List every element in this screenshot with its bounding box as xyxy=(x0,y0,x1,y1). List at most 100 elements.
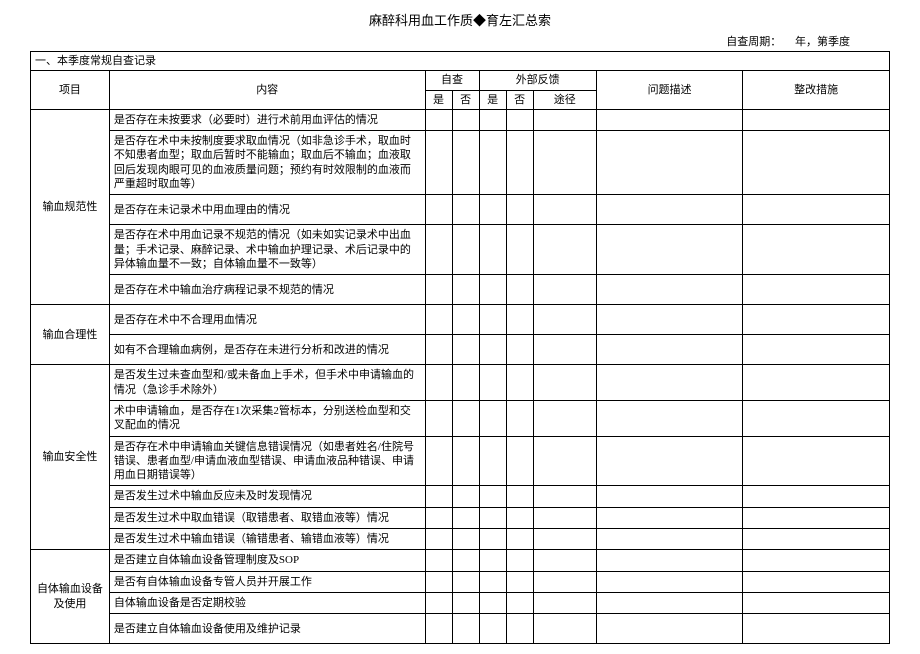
empty-cell xyxy=(533,195,596,225)
empty-cell xyxy=(425,507,452,528)
empty-cell xyxy=(479,529,506,550)
empty-cell xyxy=(452,571,479,592)
empty-cell xyxy=(743,275,890,305)
content-cell: 术中申请输血，是否存在1次采集2管标本，分别送检血型和交叉配血的情况 xyxy=(109,400,425,436)
empty-cell xyxy=(533,365,596,401)
empty-cell xyxy=(743,365,890,401)
empty-cell xyxy=(596,225,743,275)
main-table: 一、本季度常规自查记录 项目 内容 自查 外部反馈 问题描述 整改措施 是 否 … xyxy=(30,51,890,644)
empty-cell xyxy=(743,225,890,275)
empty-cell xyxy=(452,275,479,305)
header-content: 内容 xyxy=(109,71,425,110)
empty-cell xyxy=(479,486,506,507)
table-row: 输血安全性是否发生过未查血型和/或未备血上手术，但手术中申请输血的情况（急诊手术… xyxy=(31,365,890,401)
header-action: 整改措施 xyxy=(743,71,890,110)
empty-cell xyxy=(425,571,452,592)
empty-cell xyxy=(452,225,479,275)
empty-cell xyxy=(452,400,479,436)
empty-cell xyxy=(743,195,890,225)
empty-cell xyxy=(452,550,479,571)
table-row: 输血合理性是否存在术中不合理用血情况 xyxy=(31,305,890,335)
empty-cell xyxy=(743,550,890,571)
empty-cell xyxy=(743,529,890,550)
empty-cell xyxy=(425,614,452,644)
empty-cell xyxy=(743,400,890,436)
project-cell: 输血合理性 xyxy=(31,305,110,365)
empty-cell xyxy=(506,486,533,507)
empty-cell xyxy=(596,486,743,507)
empty-cell xyxy=(479,592,506,613)
empty-cell xyxy=(533,486,596,507)
empty-cell xyxy=(596,109,743,130)
content-cell: 是否建立自体输血设备使用及维护记录 xyxy=(109,614,425,644)
header-ext-yes: 是 xyxy=(479,90,506,109)
table-row: 自体输血设备是否定期校验 xyxy=(31,592,890,613)
content-cell: 是否建立自体输血设备管理制度及SOP xyxy=(109,550,425,571)
empty-cell xyxy=(425,335,452,365)
empty-cell xyxy=(425,225,452,275)
page-title: 麻醉科用血工作质◆育左汇总索 xyxy=(30,10,890,29)
empty-cell xyxy=(506,592,533,613)
empty-cell xyxy=(479,109,506,130)
project-cell: 自体输血设备及使用 xyxy=(31,550,110,644)
empty-cell xyxy=(506,614,533,644)
empty-cell xyxy=(743,571,890,592)
header-route: 途径 xyxy=(533,90,596,109)
header-project: 项目 xyxy=(31,71,110,110)
empty-cell xyxy=(452,335,479,365)
table-row: 自体输血设备及使用是否建立自体输血设备管理制度及SOP xyxy=(31,550,890,571)
empty-cell xyxy=(452,195,479,225)
empty-cell xyxy=(425,131,452,195)
empty-cell xyxy=(425,275,452,305)
header-ext-no: 否 xyxy=(506,90,533,109)
empty-cell xyxy=(596,614,743,644)
header-self-yes: 是 xyxy=(425,90,452,109)
empty-cell xyxy=(533,131,596,195)
content-cell: 是否存在术中不合理用血情况 xyxy=(109,305,425,335)
empty-cell xyxy=(452,109,479,130)
empty-cell xyxy=(452,486,479,507)
table-row: 是否存在术中输血治疗病程记录不规范的情况 xyxy=(31,275,890,305)
empty-cell xyxy=(506,275,533,305)
header-external: 外部反馈 xyxy=(479,71,596,90)
empty-cell xyxy=(533,275,596,305)
empty-cell xyxy=(479,335,506,365)
table-row: 是否发生过术中输血错误（输错患者、输错血液等）情况 xyxy=(31,529,890,550)
empty-cell xyxy=(506,400,533,436)
empty-cell xyxy=(596,335,743,365)
empty-cell xyxy=(596,275,743,305)
empty-cell xyxy=(533,225,596,275)
empty-cell xyxy=(506,335,533,365)
empty-cell xyxy=(743,486,890,507)
empty-cell xyxy=(506,507,533,528)
header-row-1: 项目 内容 自查 外部反馈 问题描述 整改措施 xyxy=(31,71,890,90)
content-cell: 是否存在术中申请输血关键信息错误情况（如患者姓名/住院号错误、患者血型/申请血液… xyxy=(109,436,425,486)
table-row: 是否存在术中申请输血关键信息错误情况（如患者姓名/住院号错误、患者血型/申请血液… xyxy=(31,436,890,486)
empty-cell xyxy=(425,486,452,507)
empty-cell xyxy=(452,507,479,528)
content-cell: 如有不合理输血病例，是否存在未进行分析和改进的情况 xyxy=(109,335,425,365)
header-selfcheck: 自查 xyxy=(425,71,479,90)
table-row: 是否发生过术中取血错误（取错患者、取错血液等）情况 xyxy=(31,507,890,528)
empty-cell xyxy=(596,436,743,486)
period-label: 自查周期： xyxy=(726,36,781,48)
empty-cell xyxy=(425,195,452,225)
empty-cell xyxy=(506,571,533,592)
project-cell: 输血规范性 xyxy=(31,109,110,304)
empty-cell xyxy=(452,305,479,335)
empty-cell xyxy=(506,529,533,550)
empty-cell xyxy=(743,592,890,613)
content-cell: 是否发生过未查血型和/或未备血上手术，但手术中申请输血的情况（急诊手术除外） xyxy=(109,365,425,401)
empty-cell xyxy=(596,195,743,225)
table-row: 输血规范性是否存在未按要求（必要时）进行术前用血评估的情况 xyxy=(31,109,890,130)
table-row: 是否存在术中用血记录不规范的情况（如未如实记录术中出血量；手术记录、麻醉记录、术… xyxy=(31,225,890,275)
empty-cell xyxy=(425,305,452,335)
content-cell: 是否存在术中用血记录不规范的情况（如未如实记录术中出血量；手术记录、麻醉记录、术… xyxy=(109,225,425,275)
empty-cell xyxy=(506,550,533,571)
empty-cell xyxy=(743,507,890,528)
empty-cell xyxy=(479,225,506,275)
empty-cell xyxy=(533,529,596,550)
content-cell: 是否存在未记录术中用血理由的情况 xyxy=(109,195,425,225)
empty-cell xyxy=(596,592,743,613)
empty-cell xyxy=(425,436,452,486)
